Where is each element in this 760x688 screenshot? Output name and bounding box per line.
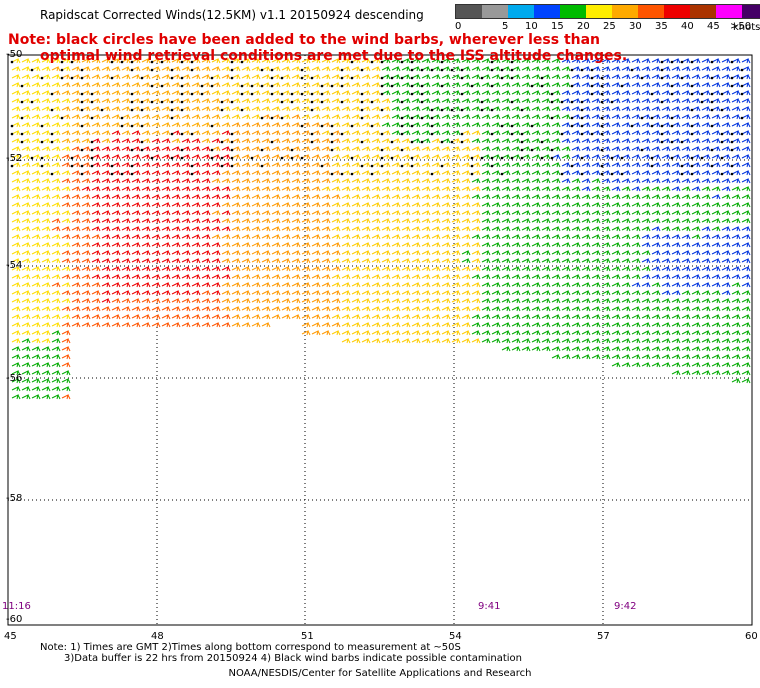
legend-label: 10 [525,21,538,32]
legend-swatch [690,5,716,18]
lat-label-50: -50 [6,49,23,60]
lat-label-58: -58 [6,493,23,504]
time-label-3: 9:42 [614,601,637,612]
legend-color-bar [455,4,760,19]
lon-label-54: 54 [449,631,462,642]
time-label-1: 11:16 [2,601,31,612]
legend-label: 5 [502,21,509,32]
speed-legend: 0 5 10 15 20 25 30 35 40 45 >50 [455,4,760,33]
note-line-2: optimal wind retrieval conditions are me… [40,48,628,64]
lon-label-51: 51 [301,631,314,642]
legend-unit: knots [733,22,760,33]
legend-swatch [612,5,638,18]
legend-swatch [586,5,612,18]
map-title: Rapidscat Corrected Winds(12.5KM) v1.1 2… [40,8,424,22]
footnote-line-1: Note: 1) Times are GMT 2)Times along bot… [40,642,461,653]
lat-label-60: -60 [6,614,23,625]
lon-label-48: 48 [151,631,164,642]
credit-line: NOAA/NESDIS/Center for Satellite Applica… [228,668,532,679]
legend-label: 35 [655,21,668,32]
legend-swatch [560,5,586,18]
legend-label: 45 [707,21,720,32]
lat-label-56: -56 [6,373,23,384]
note-line-1: Note: black circles have been added to t… [8,32,601,48]
legend-label: 0 [455,21,462,32]
lat-label-54: -54 [6,260,23,271]
map-frame [7,54,753,626]
legend-swatch [716,5,742,18]
legend-swatch [534,5,560,18]
wind-barbs [10,58,751,400]
legend-labels: 0 5 10 15 20 25 30 35 40 45 >50 [455,19,760,33]
legend-label: 20 [577,21,590,32]
lat-label-52: -52 [6,153,23,164]
footnote-line-2: 3)Data buffer is 22 hrs from 20150924 4)… [64,653,522,664]
legend-label: 25 [603,21,616,32]
lon-label-60: 60 [745,631,758,642]
legend-swatch [508,5,534,18]
legend-swatch [638,5,664,18]
legend-label: 30 [629,21,642,32]
legend-label: 15 [551,21,564,32]
legend-swatch [456,5,482,18]
lon-label-57: 57 [597,631,610,642]
legend-swatch [664,5,690,18]
legend-label: 40 [681,21,694,32]
legend-label: >50 [730,21,752,32]
legend-swatch [742,5,760,18]
legend-swatch [482,5,508,18]
time-label-2: 9:41 [478,601,501,612]
lon-label-45: 45 [4,631,17,642]
